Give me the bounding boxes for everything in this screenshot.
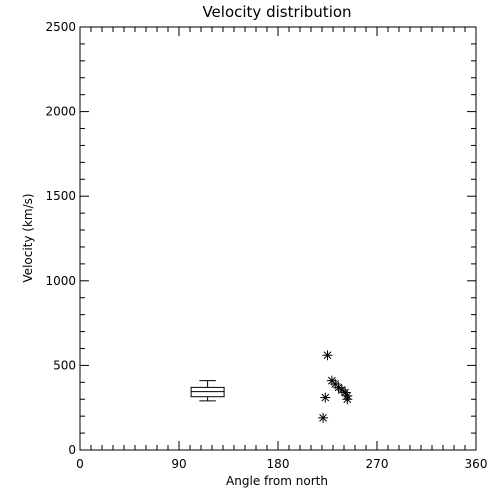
y-tick-label: 1000	[45, 274, 76, 288]
scatter-points	[318, 350, 353, 423]
chart-title: Velocity distribution	[202, 3, 351, 21]
asterisk-stroke	[341, 388, 349, 397]
x-tick-label: 360	[465, 457, 488, 471]
y-tick-label: 2500	[45, 20, 76, 34]
x-tick-label: 270	[366, 457, 389, 471]
asterisk-stroke	[343, 395, 352, 404]
x-tick-label: 180	[267, 457, 290, 471]
y-tick-label: 2000	[45, 105, 76, 119]
asterisk-stroke	[334, 383, 343, 392]
x-axis-tick-labels: 0 90 180 270 360	[76, 457, 487, 471]
x-tick-label: 90	[171, 457, 186, 471]
x-axis-ticks	[79, 27, 477, 450]
y-tick-label: 1500	[45, 189, 76, 203]
y-tick-label: 500	[53, 358, 76, 372]
asterisk-stroke	[319, 413, 327, 422]
asterisk-point	[342, 394, 353, 405]
asterisk-stroke	[323, 351, 332, 360]
y-axis-tick-labels: 0 500 1000 1500 2000 2500	[45, 20, 76, 457]
y-axis-label: Velocity (km/s)	[21, 193, 35, 282]
x-axis-label: Angle from north	[226, 474, 328, 488]
asterisk-point	[320, 392, 331, 403]
y-axis-ticks	[80, 26, 476, 451]
y-tick-label: 0	[68, 443, 76, 457]
velocity-boxplot	[190, 380, 225, 402]
x-tick-label: 0	[76, 457, 84, 471]
asterisk-point	[322, 350, 333, 361]
asterisk-stroke	[337, 386, 346, 394]
asterisk-point	[318, 412, 329, 423]
asterisk-stroke	[321, 393, 330, 402]
